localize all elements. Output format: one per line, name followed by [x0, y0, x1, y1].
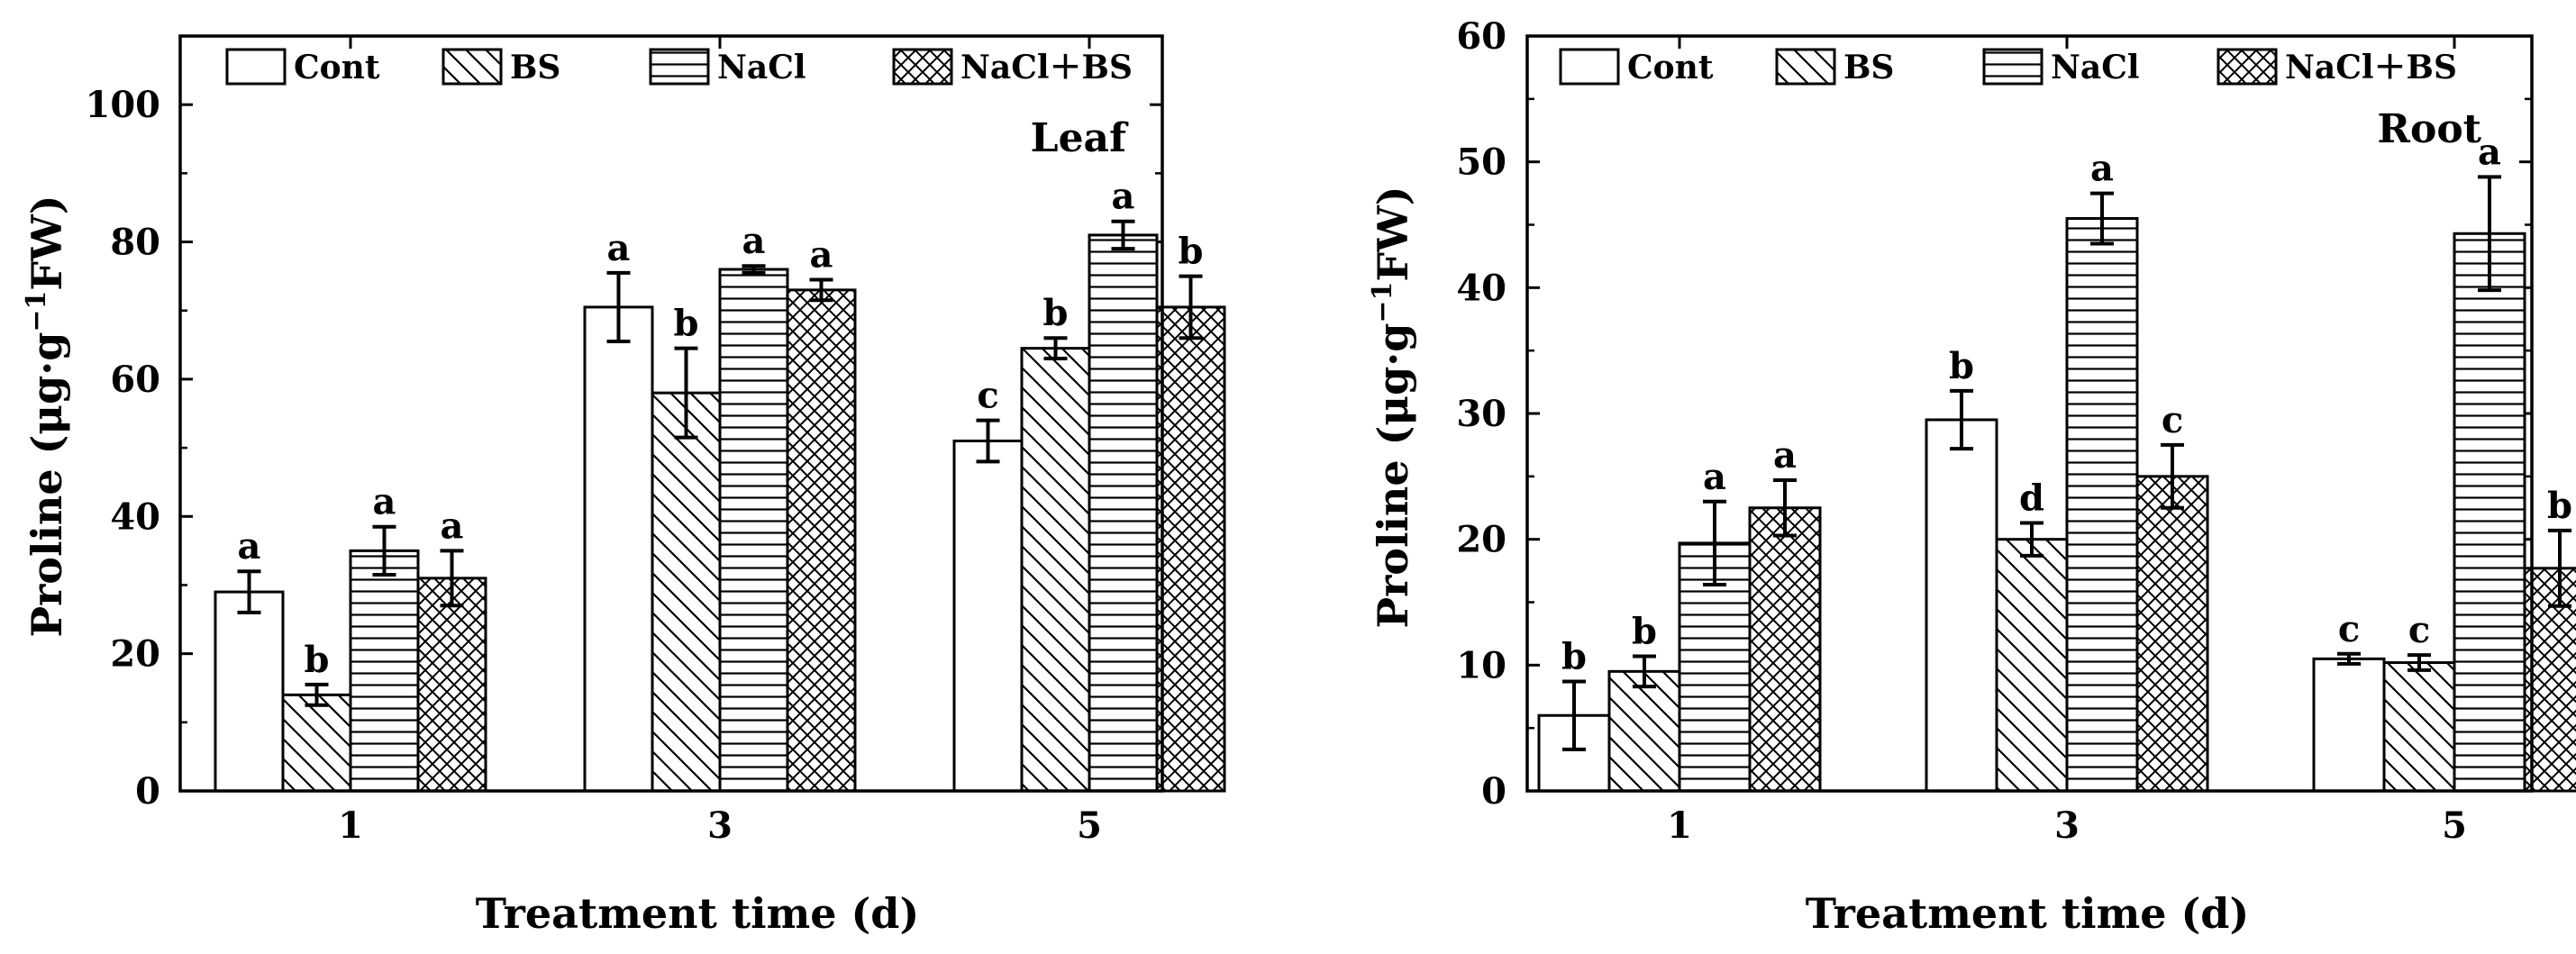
- legend-label: BS: [510, 49, 560, 86]
- y-tick-label: 30: [1456, 393, 1506, 435]
- bar: [1748, 506, 1822, 793]
- y-axis-label-main: Proline (μg·g: [23, 332, 71, 638]
- y-tick-label: 20: [110, 633, 160, 676]
- bar: [2382, 661, 2456, 793]
- x-tick-label: 1: [1667, 804, 1692, 847]
- y-tick-label: 0: [135, 770, 160, 813]
- legend-swatch: [225, 48, 287, 86]
- leaf-chart: Leaf Treatment time (d) Proline (μg·g−1F…: [21, 34, 1226, 938]
- significance-label: d: [2019, 477, 2044, 520]
- significance-label: a: [810, 233, 833, 276]
- significance-label: b: [1561, 635, 1587, 677]
- legend-label: NaCl＋BS: [2285, 49, 2457, 86]
- y-tick-label: 0: [1481, 770, 1506, 813]
- plot-frame: [1525, 34, 2534, 793]
- significance-label: c: [977, 375, 998, 417]
- y-tick-label: 60: [110, 359, 160, 401]
- significance-label: b: [1043, 292, 1069, 334]
- legend-label: NaCl: [2051, 49, 2140, 86]
- legend-swatch: [1775, 48, 1836, 86]
- bar: [2135, 475, 2209, 793]
- bar: [349, 549, 420, 793]
- significance-label: a: [1773, 434, 1797, 477]
- significance-label: a: [373, 481, 396, 523]
- bar: [1155, 305, 1226, 793]
- significance-label: b: [674, 303, 699, 345]
- y-axis-label-superscript: −1: [21, 291, 52, 332]
- bar: [1995, 538, 2069, 793]
- significance-label: c: [2338, 608, 2360, 650]
- legend-label: NaCl: [717, 49, 806, 86]
- y-tick-label: 40: [1456, 267, 1506, 309]
- legend-swatch: [1982, 48, 2044, 86]
- y-axis-label-main: Proline (μg·g: [1369, 323, 1417, 629]
- legend-label: NaCl＋BS: [960, 49, 1133, 86]
- y-axis-label-superscript: −1: [1367, 282, 1398, 323]
- bar: [583, 305, 654, 793]
- x-tick-label: 1: [338, 804, 363, 847]
- legend-label: Cont: [294, 49, 380, 86]
- x-tick-label: 5: [2442, 804, 2467, 847]
- bar: [1607, 669, 1681, 793]
- significance-label: b: [1949, 345, 1974, 387]
- significance-label: b: [1179, 231, 1204, 273]
- x-tick-label: 5: [1077, 804, 1102, 847]
- y-axis-label-tail: FW): [1369, 186, 1417, 281]
- legend-swatch: [2216, 48, 2278, 86]
- significance-label: b: [1632, 611, 1657, 653]
- significance-label: c: [2162, 399, 2183, 441]
- panel-tag: Leaf: [1031, 115, 1129, 161]
- bar: [718, 268, 789, 793]
- legend-label: BS: [1843, 49, 1894, 86]
- y-tick-label: 100: [86, 84, 161, 126]
- plot-frame: [178, 34, 1164, 793]
- bar: [214, 590, 285, 793]
- bar: [1088, 233, 1159, 793]
- y-axis-label: Proline (μg·g−1FW): [21, 195, 71, 637]
- y-axis-label: Proline (μg·g−1FW): [1367, 186, 1417, 628]
- y-tick-label: 60: [1456, 15, 1506, 58]
- y-tick-label: 80: [110, 222, 160, 264]
- bar: [416, 577, 487, 793]
- x-tick-label: 3: [707, 804, 733, 847]
- bar: [1020, 347, 1091, 793]
- root-chart: Root Treatment time (d) Proline (μg·g−1F…: [1367, 15, 2576, 938]
- x-axis-label: Treatment time (d): [476, 889, 919, 938]
- significance-label: a: [607, 227, 631, 269]
- significance-label: b: [305, 639, 330, 681]
- bar: [1925, 418, 1998, 793]
- bar: [281, 693, 352, 793]
- y-axis-label-tail: FW): [23, 195, 71, 290]
- bar: [2453, 232, 2526, 793]
- legend-swatch: [441, 48, 503, 86]
- legend-swatch: [649, 48, 710, 86]
- significance-label: a: [742, 220, 766, 262]
- legend-swatch: [1559, 48, 1620, 86]
- significance-label: a: [1703, 456, 1726, 498]
- significance-label: a: [238, 525, 261, 568]
- legend-swatch: [892, 48, 953, 86]
- significance-label: a: [2478, 131, 2501, 173]
- bar: [786, 288, 857, 793]
- y-tick-label: 50: [1456, 141, 1506, 184]
- significance-label: a: [2090, 148, 2114, 190]
- bar: [2312, 657, 2386, 793]
- x-tick-label: 3: [2054, 804, 2080, 847]
- y-tick-label: 20: [1456, 519, 1506, 561]
- bar: [2065, 217, 2139, 793]
- legend-label: Cont: [1627, 49, 1714, 86]
- significance-label: c: [2408, 609, 2430, 651]
- y-tick-label: 10: [1456, 644, 1506, 686]
- y-tick-label: 40: [110, 495, 160, 538]
- bar: [651, 391, 722, 793]
- significance-label: a: [1112, 176, 1135, 218]
- panel-tag: Root: [2377, 106, 2481, 152]
- significance-label: a: [441, 504, 464, 547]
- significance-label: b: [2547, 485, 2572, 527]
- x-axis-label: Treatment time (d): [1806, 889, 2249, 938]
- bar: [952, 439, 1024, 793]
